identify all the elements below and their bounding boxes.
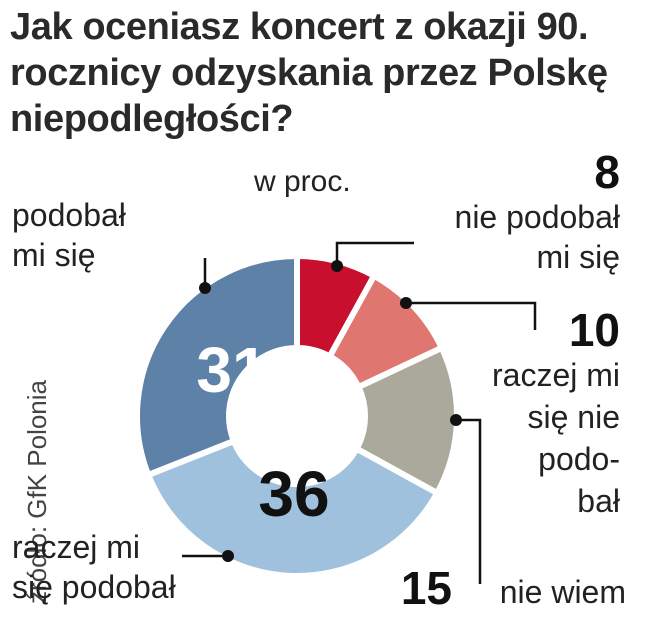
- donut-hole: [229, 348, 365, 484]
- slice-value-4: 31: [196, 334, 267, 406]
- slice-value-1: 10: [569, 304, 620, 356]
- slice-label-4: podobał mi się: [12, 197, 126, 273]
- slice-value-3: 36: [258, 458, 329, 530]
- slice-label-3: raczej mi się podobał: [12, 529, 176, 605]
- leader-dot-3: [222, 550, 234, 562]
- leader-dot-1: [400, 297, 412, 309]
- unit-label: w proc.: [254, 165, 351, 198]
- slice-label-0: nie podobał mi się: [455, 199, 620, 275]
- slice-label-1: raczej mi się nie podo-bał: [492, 357, 620, 519]
- leader-line-1: [406, 301, 537, 330]
- leader-dot-4: [199, 282, 211, 294]
- chart-title: Jak oceniasz koncert z okazji 90. roczni…: [10, 6, 608, 140]
- slice-value-0: 8: [594, 146, 620, 198]
- leader-line-2: [456, 418, 482, 584]
- leader-dot-2: [450, 414, 462, 426]
- leader-dot-0: [331, 260, 343, 272]
- leader-line-0: [335, 241, 414, 266]
- slice-label-2: nie wiem: [500, 574, 626, 610]
- slice-value-2: 15: [401, 562, 452, 614]
